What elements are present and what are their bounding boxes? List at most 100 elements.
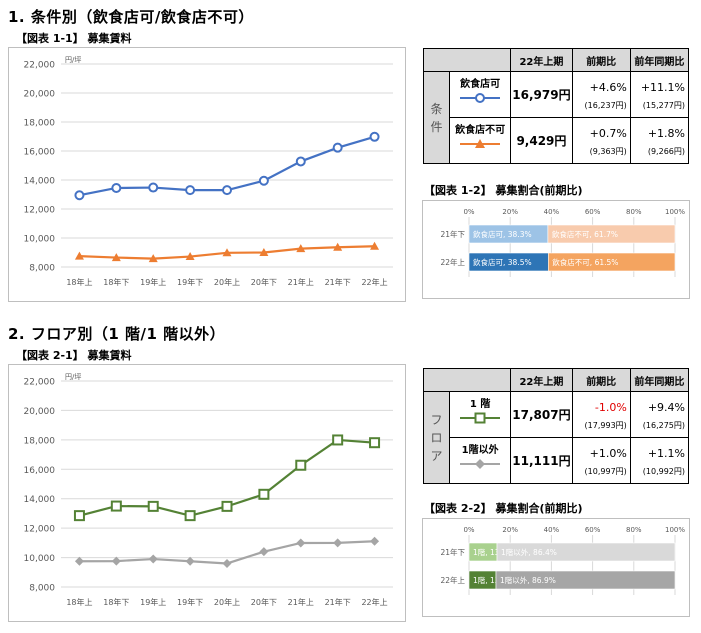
- line-chart-1: 8,000 10,000 12,000 14,000 16,000 18,000 20,00…: [8, 47, 406, 302]
- y-tick-label: 10,000: [24, 235, 56, 245]
- data-point: [185, 252, 195, 261]
- table1-header-yoy: 前年同期比: [629, 48, 690, 72]
- table2-row1-qoq: -1.0% (17,993円): [571, 391, 631, 438]
- category-label: 22年上: [440, 257, 465, 267]
- y-unit-label: 円/坪: [65, 56, 81, 64]
- line-chart-2-svg: 8,000 10,000 12,000 14,000 16,000 18,000 20,00…: [24, 373, 393, 607]
- y-tick-label: 10,000: [24, 554, 56, 564]
- x-tick-label: 100%: [665, 208, 685, 216]
- y-tick-label: 16,000: [24, 466, 56, 476]
- table2-row1-yoy: +9.4% (16,275円): [629, 391, 690, 438]
- x-tick-label: 22年上: [361, 597, 387, 607]
- y-tick-label: 12,000: [24, 206, 56, 216]
- x-tick-label: 60%: [585, 208, 601, 216]
- y-tick-label: 8,000: [29, 264, 55, 274]
- legend-square-green-icon: [460, 412, 501, 424]
- legend-circle-blue-icon: [460, 93, 501, 103]
- x-tick-label: 19年上: [140, 597, 166, 607]
- data-point: [258, 175, 269, 186]
- category-label: 21年下: [440, 547, 465, 557]
- x-tick-label: 20年下: [251, 277, 277, 287]
- data-point: [184, 510, 196, 522]
- x-tick-label: 22年上: [361, 277, 387, 287]
- x-tick-label: 18年上: [66, 277, 92, 287]
- data-point: [185, 185, 196, 196]
- x-tick-label: 19年下: [177, 277, 203, 287]
- y-tick-label: 14,000: [24, 177, 56, 187]
- data-point: [332, 142, 343, 153]
- data-point: [110, 500, 122, 512]
- x-tick-label: 21年上: [288, 597, 314, 607]
- data-point: [295, 459, 307, 471]
- data-point: [222, 558, 232, 568]
- y-tick-label: 18,000: [24, 436, 56, 446]
- table1-header-period: 22年上期: [510, 48, 573, 72]
- data-point: [147, 500, 159, 512]
- y-tick-label: 22,000: [24, 61, 56, 71]
- legend-triangle-orange-icon: [460, 139, 501, 148]
- data-point: [295, 156, 306, 167]
- data-label: 1階, 13.1%: [473, 575, 514, 585]
- data-point: [73, 510, 85, 522]
- x-tick-label: 60%: [585, 526, 601, 534]
- data-label: 飲食店不可, 61.5%: [552, 257, 618, 267]
- table1-row2-price: 9,429円: [510, 117, 573, 164]
- data-label: 飲食店可, 38.5%: [473, 257, 532, 267]
- table2-row2-label: 1階以外: [448, 437, 512, 484]
- data-point: [370, 536, 380, 546]
- x-tick-label: 18年下: [103, 597, 129, 607]
- x-tick-label: 100%: [665, 526, 685, 534]
- data-point: [221, 500, 233, 512]
- data-point: [258, 488, 270, 500]
- x-tick-label: 18年下: [103, 277, 129, 287]
- data-label: 1階以外, 86.4%: [501, 547, 557, 557]
- bar-segment: [496, 542, 676, 562]
- table1-row1-yoy: +11.1% (15,277円): [629, 71, 690, 118]
- x-tick-label: 20%: [502, 526, 518, 534]
- x-tick-label: 21年下: [325, 277, 351, 287]
- fig-2-1-title: 【図表 2-1】 募集賃料: [16, 349, 132, 362]
- data-point: [148, 182, 159, 193]
- bar-segment: [495, 570, 676, 590]
- data-point: [369, 437, 381, 449]
- bar-chart-2-svg: 0% 20% 40% 60% 80% 100%21年下 1階, 13.6%1階以外, 86.…: [440, 526, 685, 595]
- x-tick-label: 20年上: [214, 277, 240, 287]
- y-tick-label: 22,000: [24, 378, 56, 388]
- table1-row2-qoq: +0.7% (9,363円): [571, 117, 631, 164]
- x-tick-label: 21年上: [288, 277, 314, 287]
- data-point: [333, 538, 343, 548]
- table2-side-label: フロア: [423, 391, 450, 484]
- table1-header-qoq: 前期比: [571, 48, 631, 72]
- y-tick-label: 20,000: [24, 90, 56, 100]
- data-point: [148, 254, 158, 263]
- x-tick-label: 20年上: [214, 597, 240, 607]
- x-tick-label: 80%: [626, 208, 642, 216]
- x-tick-label: 19年下: [177, 597, 203, 607]
- y-tick-label: 16,000: [24, 148, 56, 158]
- data-point: [222, 185, 232, 196]
- bar-segment: [547, 224, 676, 244]
- x-tick-label: 20%: [502, 208, 518, 216]
- data-point: [296, 244, 306, 253]
- y-tick-label: 8,000: [29, 584, 55, 594]
- x-tick-label: 18年上: [66, 597, 92, 607]
- y-tick-label: 20,000: [24, 407, 56, 417]
- table2-row1-price: 17,807円: [510, 391, 573, 438]
- x-tick-label: 40%: [544, 526, 560, 534]
- bar-chart-2: 0% 20% 40% 60% 80% 100% 21年下 1階, 13.6% 1階以外, 86.…: [422, 518, 690, 617]
- y-unit-label: 円/坪: [65, 373, 81, 381]
- table2-row2-price: 11,111円: [510, 437, 573, 484]
- data-point: [185, 556, 195, 566]
- x-tick-label: 80%: [626, 526, 642, 534]
- category-label: 22年上: [440, 575, 465, 585]
- data-label: 1階以外, 86.9%: [500, 575, 556, 585]
- data-point: [74, 190, 85, 201]
- data-label: 飲食店不可, 61.7%: [552, 229, 618, 239]
- data-point: [111, 182, 122, 193]
- data-point: [296, 538, 306, 548]
- data-point: [369, 131, 380, 142]
- x-tick-label: 19年上: [140, 277, 166, 287]
- data-point: [332, 434, 344, 446]
- bar-chart-1: 0% 20% 40% 60% 80% 100% 21年下 飲食店可, 38.3% 飲食店不可, …: [422, 200, 690, 299]
- x-tick-label: 21年下: [325, 597, 351, 607]
